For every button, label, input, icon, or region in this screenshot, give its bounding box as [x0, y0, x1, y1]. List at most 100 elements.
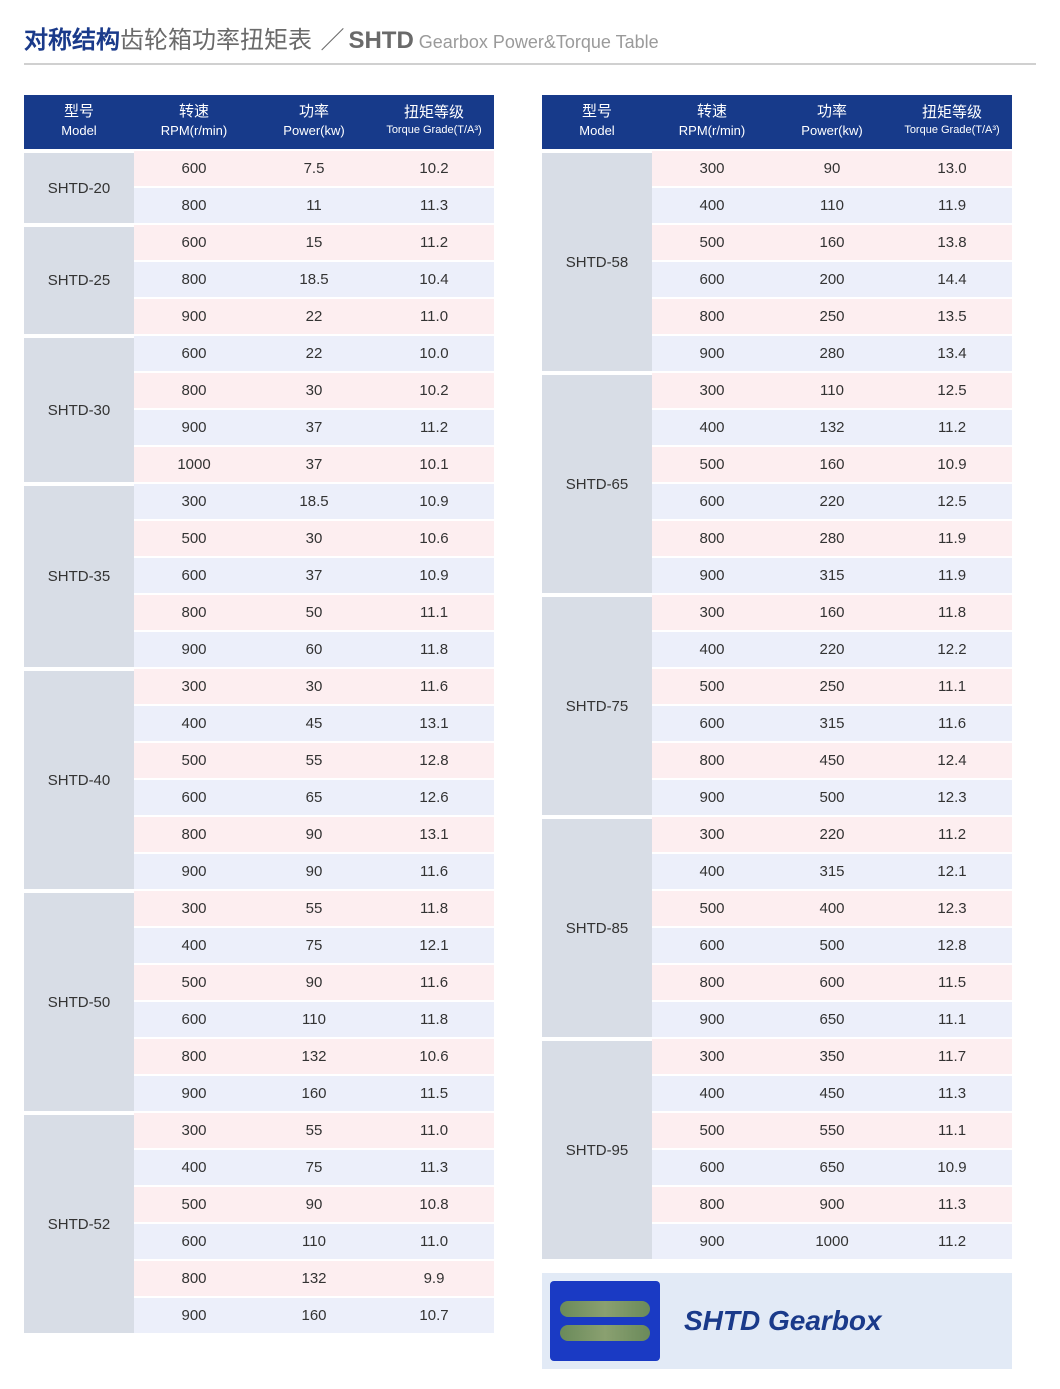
- power-cell: 55: [254, 743, 374, 778]
- rpm-cell: 500: [652, 891, 772, 926]
- right-table: 型号Model转速RPM(r/min)功率Power(kw)扭矩等级Torque…: [542, 93, 1012, 1261]
- table-row: SHTD-3530018.510.9: [24, 484, 494, 519]
- torque-cell: 11.0: [374, 299, 494, 334]
- power-cell: 900: [772, 1187, 892, 1222]
- torque-cell: 11.3: [892, 1187, 1012, 1222]
- torque-cell: 11.6: [892, 706, 1012, 741]
- power-cell: 132: [254, 1039, 374, 1074]
- torque-cell: 10.2: [374, 151, 494, 186]
- gearbox-image: [550, 1281, 660, 1361]
- title-en-rest: Gearbox Power&Torque Table: [414, 32, 659, 52]
- power-cell: 75: [254, 1150, 374, 1185]
- rpm-cell: 800: [652, 965, 772, 1000]
- power-cell: 160: [254, 1298, 374, 1333]
- torque-cell: 10.2: [374, 373, 494, 408]
- rpm-cell: 800: [652, 521, 772, 556]
- rpm-cell: 300: [134, 669, 254, 704]
- brand-label: SHTD Gearbox: [684, 1305, 882, 1337]
- title-cn-rest: 齿轮箱功率扭矩表: [120, 27, 312, 54]
- power-cell: 30: [254, 669, 374, 704]
- power-cell: 315: [772, 706, 892, 741]
- rpm-cell: 1000: [134, 447, 254, 482]
- torque-cell: 11.9: [892, 521, 1012, 556]
- power-cell: 250: [772, 299, 892, 334]
- torque-cell: 10.9: [374, 484, 494, 519]
- power-cell: 650: [772, 1150, 892, 1185]
- model-cell: SHTD-25: [24, 225, 134, 334]
- power-cell: 65: [254, 780, 374, 815]
- model-cell: SHTD-85: [542, 817, 652, 1037]
- power-cell: 15: [254, 225, 374, 260]
- torque-cell: 13.0: [892, 151, 1012, 186]
- page-title-bar: 对称结构齿轮箱功率扭矩表 ／SHTD Gearbox Power&Torque …: [24, 20, 1036, 65]
- rpm-cell: 500: [134, 743, 254, 778]
- rpm-cell: 600: [134, 336, 254, 371]
- rpm-cell: 400: [134, 1150, 254, 1185]
- torque-cell: 10.8: [374, 1187, 494, 1222]
- rpm-cell: 500: [652, 447, 772, 482]
- rpm-cell: 600: [134, 1002, 254, 1037]
- table-row: SHTD-523005511.0: [24, 1113, 494, 1148]
- torque-cell: 11.0: [374, 1113, 494, 1148]
- rpm-cell: 300: [134, 891, 254, 926]
- col-header-power: 功率Power(kw): [772, 95, 892, 149]
- table-row: SHTD-206007.510.2: [24, 151, 494, 186]
- rpm-cell: 500: [134, 521, 254, 556]
- power-cell: 110: [772, 373, 892, 408]
- rpm-cell: 500: [134, 1187, 254, 1222]
- col-header-model: 型号Model: [24, 95, 134, 149]
- table-row: SHTD-403003011.6: [24, 669, 494, 704]
- torque-cell: 11.3: [892, 1076, 1012, 1111]
- rpm-cell: 500: [652, 669, 772, 704]
- col-header-torque: 扭矩等级Torque Grade(T/A³): [892, 95, 1012, 149]
- power-cell: 315: [772, 558, 892, 593]
- torque-cell: 10.9: [892, 447, 1012, 482]
- torque-cell: 11.2: [374, 225, 494, 260]
- power-cell: 220: [772, 817, 892, 852]
- power-cell: 30: [254, 521, 374, 556]
- power-cell: 550: [772, 1113, 892, 1148]
- rpm-cell: 800: [134, 817, 254, 852]
- model-cell: SHTD-75: [542, 595, 652, 815]
- rpm-cell: 300: [652, 817, 772, 852]
- model-cell: SHTD-40: [24, 669, 134, 889]
- power-cell: 55: [254, 891, 374, 926]
- left-table: 型号Model转速RPM(r/min)功率Power(kw)扭矩等级Torque…: [24, 93, 494, 1335]
- torque-cell: 11.8: [892, 595, 1012, 630]
- rpm-cell: 900: [134, 854, 254, 889]
- rpm-cell: 600: [134, 558, 254, 593]
- torque-cell: 11.1: [892, 669, 1012, 704]
- rpm-cell: 300: [134, 484, 254, 519]
- rpm-cell: 500: [652, 225, 772, 260]
- model-cell: SHTD-65: [542, 373, 652, 593]
- power-cell: 160: [772, 595, 892, 630]
- power-cell: 160: [772, 225, 892, 260]
- torque-cell: 12.1: [374, 928, 494, 963]
- power-cell: 90: [254, 1187, 374, 1222]
- torque-cell: 11.9: [892, 558, 1012, 593]
- rpm-cell: 800: [134, 373, 254, 408]
- torque-cell: 12.3: [892, 780, 1012, 815]
- torque-cell: 11.8: [374, 632, 494, 667]
- power-cell: 315: [772, 854, 892, 889]
- power-cell: 650: [772, 1002, 892, 1037]
- col-header-model: 型号Model: [542, 95, 652, 149]
- torque-cell: 11.2: [374, 410, 494, 445]
- model-cell: SHTD-30: [24, 336, 134, 482]
- torque-cell: 13.4: [892, 336, 1012, 371]
- table-row: SHTD-9530035011.7: [542, 1039, 1012, 1074]
- torque-cell: 10.0: [374, 336, 494, 371]
- torque-cell: 11.2: [892, 1224, 1012, 1259]
- rpm-cell: 600: [652, 928, 772, 963]
- rpm-cell: 800: [652, 1187, 772, 1222]
- power-cell: 450: [772, 743, 892, 778]
- rpm-cell: 800: [134, 595, 254, 630]
- rpm-cell: 800: [134, 1261, 254, 1296]
- torque-cell: 10.6: [374, 521, 494, 556]
- table-row: SHTD-7530016011.8: [542, 595, 1012, 630]
- torque-cell: 11.5: [374, 1076, 494, 1111]
- torque-cell: 11.1: [374, 595, 494, 630]
- torque-cell: 10.9: [374, 558, 494, 593]
- power-cell: 132: [254, 1261, 374, 1296]
- torque-cell: 12.1: [892, 854, 1012, 889]
